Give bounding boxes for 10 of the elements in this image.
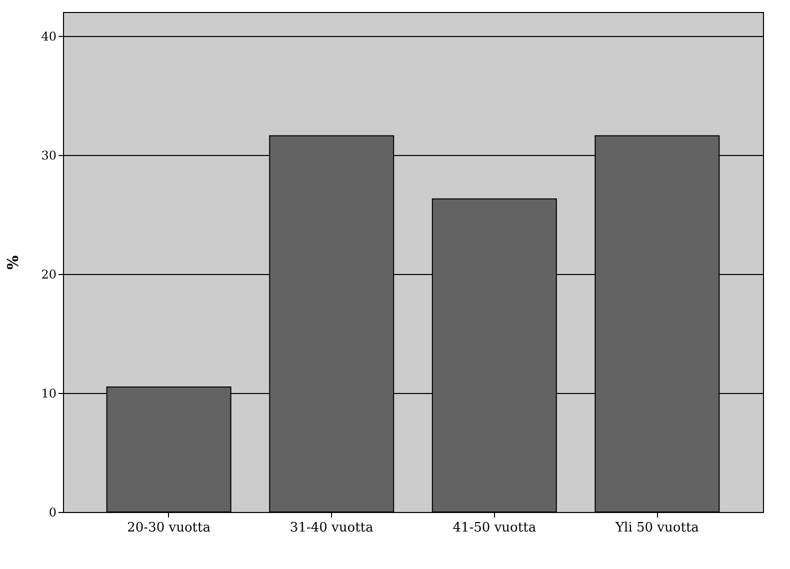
y-tick-label: 10	[41, 386, 56, 400]
y-tick-label: 20	[41, 267, 56, 282]
x-tick-label: 20-30 vuotta	[127, 520, 211, 536]
x-tick-label: 31-40 vuotta	[290, 520, 374, 536]
y-axis-title: %	[4, 255, 22, 270]
x-tick-label: 41-50 vuotta	[452, 520, 536, 536]
y-tick-label: 30	[41, 148, 56, 162]
x-tick-label: Yli 50 vuotta	[614, 520, 700, 536]
y-tick-label: 0	[48, 506, 56, 520]
y-tick-label: 40	[41, 29, 56, 44]
